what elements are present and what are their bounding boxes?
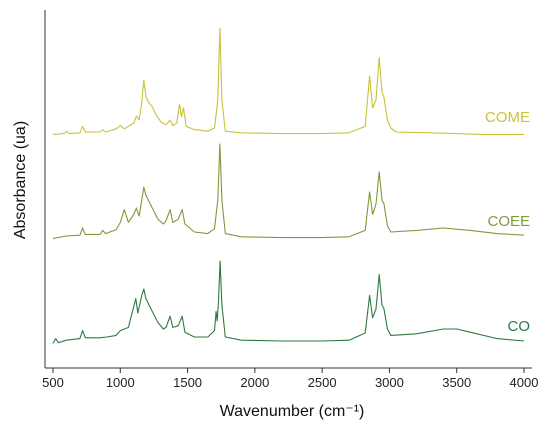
- x-tick-label: 3500: [442, 375, 471, 390]
- x-tick-label: 2000: [240, 375, 269, 390]
- x-tick-label: 3000: [375, 375, 404, 390]
- x-tick-label: 1500: [173, 375, 202, 390]
- x-tick-label: 4000: [510, 375, 539, 390]
- x-tick-label: 2500: [308, 375, 337, 390]
- y-axis-title: Absorbance (ua): [12, 121, 29, 239]
- series-label-co: CO: [508, 318, 531, 335]
- x-tick-label: 500: [42, 375, 64, 390]
- series-line-coee: [52, 143, 525, 239]
- series-label-come: COME: [485, 109, 530, 126]
- series-line-co: [52, 260, 525, 344]
- series-labels: COME COEE CO: [485, 109, 530, 335]
- series-line-come: [52, 27, 524, 135]
- series-label-coee: COEE: [487, 213, 530, 230]
- x-axis-title: Wavenumber (cm⁻¹): [220, 403, 365, 420]
- axes: 500 1000 1500 2000 2500 3000 3500 4000: [42, 10, 538, 390]
- x-tick-label: 1000: [106, 375, 135, 390]
- series-layer: [52, 27, 525, 344]
